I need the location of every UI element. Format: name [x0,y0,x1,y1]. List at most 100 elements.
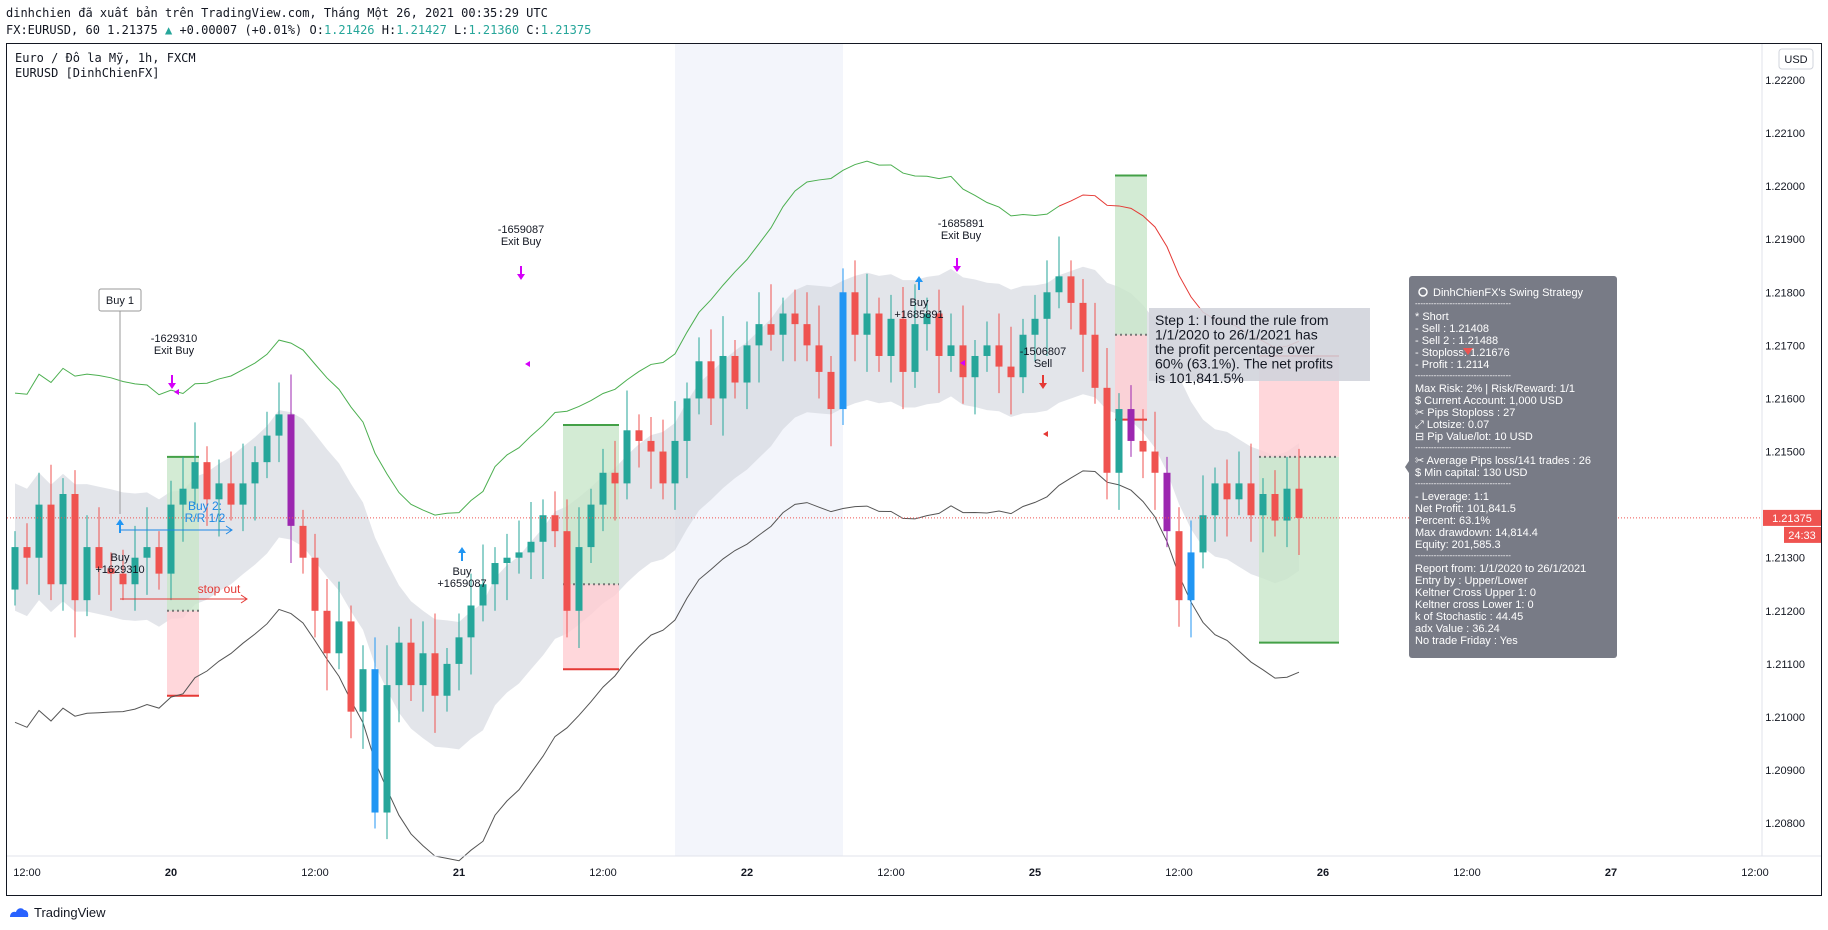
info-line: Percent: 63.1% [1415,515,1490,527]
candle-body [419,653,427,686]
y-tick-label: 1.20800 [1765,818,1805,830]
loss-zone [167,610,199,696]
note-line: 60% (63.1%). The net profits [1155,356,1333,372]
candle-body [995,345,1003,367]
candle-body [1019,334,1027,378]
info-line: - Sell 2 : 1.21488 [1415,335,1498,347]
change-value: +0.00007 (+0.01%) [179,23,303,37]
x-tick-label: 12:00 [301,867,329,879]
candle-body [95,547,103,569]
currency-button[interactable] [1778,48,1814,70]
info-panel-pointer [1405,461,1409,473]
info-line: Max drawdown: 14,814.4 [1415,527,1538,539]
legend-title: Euro / Đô la Mỹ, 1h, FXCM [15,51,196,65]
info-separator: ------------------------------------ [1415,551,1511,560]
candle-body [383,685,391,813]
info-line: - Stoploss: 1.21676 [1415,347,1510,359]
info-line: k of Stochastic : 44.45 [1415,611,1523,623]
candle-body [263,435,271,463]
info-line: Entry by : Upper/Lower [1415,575,1528,587]
info-line: Max Risk: 2% | Risk/Reward: 1/1 [1415,383,1575,395]
candle-body [515,552,523,558]
exit-arrow-icon [517,266,525,280]
note-line: 1/1/2020 to 26/1/2021 has [1155,327,1318,343]
candle-body [1223,483,1231,500]
candle-body [1259,494,1267,516]
y-tick-label: 1.22100 [1765,128,1805,140]
candle-body [287,414,295,526]
candle-body [767,324,775,335]
candle-body [443,663,451,696]
candle-body [659,451,667,484]
buy-arrow-icon [458,547,466,561]
x-tick-label: 12:00 [589,867,617,879]
buy2-arrow-icon [120,525,233,535]
candle-body [599,472,607,505]
candle-body [539,515,547,542]
keltner-cloud [15,266,1299,750]
candle-body [227,483,235,505]
chart-frame[interactable]: Buy 1 -1629310 Exit Buy Buy +1629310 Buy 2: R/… [6,43,1822,896]
buy-label: +1659087 [437,578,486,590]
candle-body [587,504,595,548]
info-line: Net Profit: 101,841.5 [1415,503,1516,515]
exit-buy-label: Exit Buy [154,345,195,357]
candle-body [71,494,79,601]
y-tick-label: 1.21500 [1765,447,1805,459]
candle-body [215,483,223,500]
y-tick-label: 1.21700 [1765,340,1805,352]
candle-body [851,292,859,335]
candle-body [1079,302,1087,335]
exit-marker-icon [1043,431,1048,437]
exit-buy-label: -1629310 [151,333,198,345]
x-tick-label: 27 [1605,867,1617,879]
info-separator: ------------------------------------ [1415,299,1511,308]
candle-body [635,430,643,441]
y-tick-label: 1.22000 [1765,181,1805,193]
candle-body [1175,531,1183,601]
info-line: $ Min capital: 130 USD [1415,467,1528,479]
y-tick-label: 1.22200 [1765,75,1805,87]
candle-body [83,547,91,601]
candle-body [923,313,931,325]
countdown-tag-text: 24:33 [1788,530,1816,542]
info-line: Report from: 1/1/2020 to 26/1/2021 [1415,563,1586,575]
info-line: adx Value : 36.24 [1415,623,1500,635]
x-tick-label: 25 [1029,867,1041,879]
candle-body [467,605,475,638]
exit-marker-icon [525,361,530,367]
publish-info: dinhchien đã xuất bản trên TradingView.c… [6,6,548,20]
symbol-label: FX:EURUSD, 60 [6,23,100,37]
candle-body [611,472,619,484]
candle-body [143,547,151,558]
candle-body [1211,483,1219,516]
candle-body [1295,488,1303,518]
legend-study: EURUSD [DinhChienFX] [15,66,160,80]
candle-body [1115,409,1123,473]
buy2-label: Buy 2: [188,499,222,513]
buy-label: +1685891 [894,309,943,321]
candle-body [935,313,943,356]
info-separator: ------------------------------------ [1415,371,1511,380]
candle-body [1103,387,1111,473]
sell-arrow-icon [1039,375,1047,389]
tradingview-logo-icon [10,908,29,917]
currency-label: USD [1784,54,1807,66]
candle-body [827,371,835,410]
info-line: Keltner cross Lower 1: 0 [1415,599,1534,611]
y-tick-label: 1.21600 [1765,393,1805,405]
low-label: L: [454,23,469,37]
info-line: $ Current Account: 1,000 USD [1415,395,1563,407]
candle-body [791,313,799,325]
candle-body [1247,483,1255,516]
candle-body [815,345,823,372]
exit-marker-icon [174,389,179,395]
info-separator: ------------------------------------ [1415,443,1511,452]
candle-body [683,398,691,441]
exit-marker-icon [960,360,965,366]
candle-body [803,324,811,346]
exit-buy-label: -1685891 [938,218,985,230]
close-label: C: [526,23,541,37]
x-tick-label: 12:00 [13,867,41,879]
